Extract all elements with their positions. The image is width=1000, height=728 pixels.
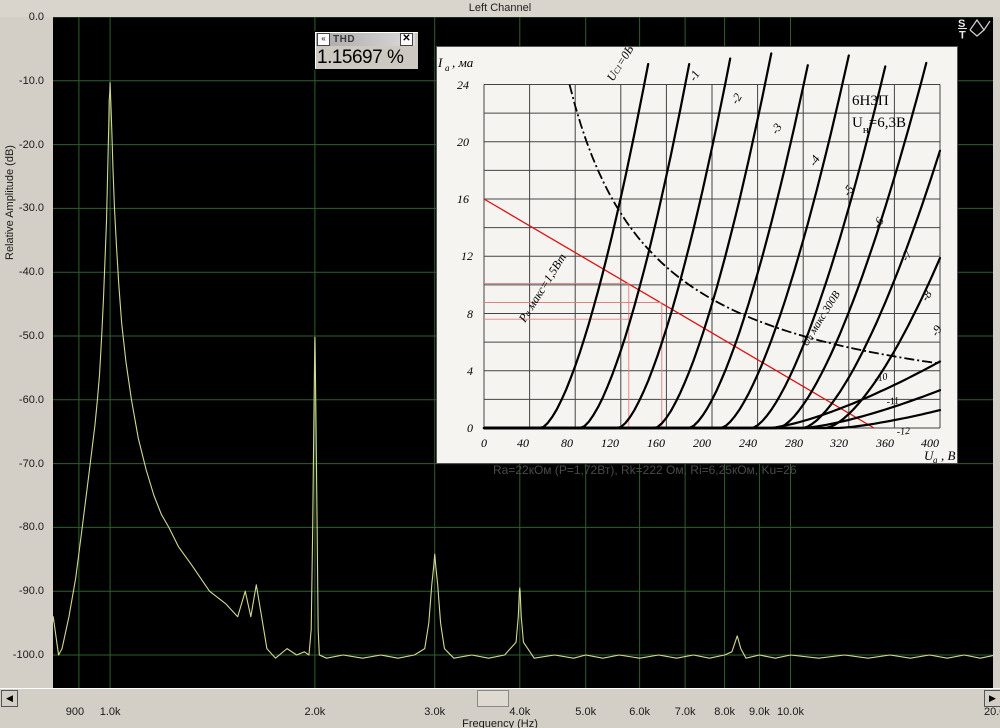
svg-text:6Н3П: 6Н3П bbox=[852, 93, 889, 109]
svg-text:0: 0 bbox=[467, 421, 473, 435]
svg-text:, В: , В bbox=[941, 448, 956, 463]
svg-text:0: 0 bbox=[481, 436, 487, 450]
svg-text:240: 240 bbox=[739, 436, 757, 450]
svg-text:, ма: , ма bbox=[452, 55, 474, 70]
svg-text:-12: -12 bbox=[896, 426, 910, 438]
svg-text:280: 280 bbox=[785, 436, 803, 450]
svg-text:8: 8 bbox=[467, 307, 473, 321]
svg-text:a: a bbox=[445, 63, 450, 73]
svg-text:I: I bbox=[437, 55, 443, 70]
svg-text:320: 320 bbox=[829, 436, 848, 450]
svg-text:T: T bbox=[959, 30, 966, 40]
svg-text:120: 120 bbox=[601, 436, 619, 450]
svg-text:24: 24 bbox=[457, 78, 469, 92]
svg-text:Uн=6,3В: Uн=6,3В bbox=[852, 115, 906, 136]
svg-text:360: 360 bbox=[875, 436, 894, 450]
svg-text:-3: -3 bbox=[768, 121, 785, 137]
svg-text:160: 160 bbox=[647, 436, 665, 450]
svg-text:a: a bbox=[933, 455, 938, 463]
svg-text:-2: -2 bbox=[728, 91, 745, 107]
svg-text:-9: -9 bbox=[928, 323, 945, 339]
svg-text:Ра макс=1,5Вт: Ра макс=1,5Вт bbox=[515, 251, 569, 326]
svg-text:12: 12 bbox=[461, 249, 473, 263]
svg-text:16: 16 bbox=[457, 192, 469, 206]
svg-text:80: 80 bbox=[561, 436, 573, 450]
svg-text:-4: -4 bbox=[806, 153, 823, 169]
svg-text:4: 4 bbox=[467, 364, 473, 378]
svg-text:200: 200 bbox=[693, 436, 711, 450]
svg-text:20: 20 bbox=[457, 135, 469, 149]
svg-text:40: 40 bbox=[517, 436, 529, 450]
svg-text:UС1=0В: UС1=0В bbox=[604, 47, 637, 84]
